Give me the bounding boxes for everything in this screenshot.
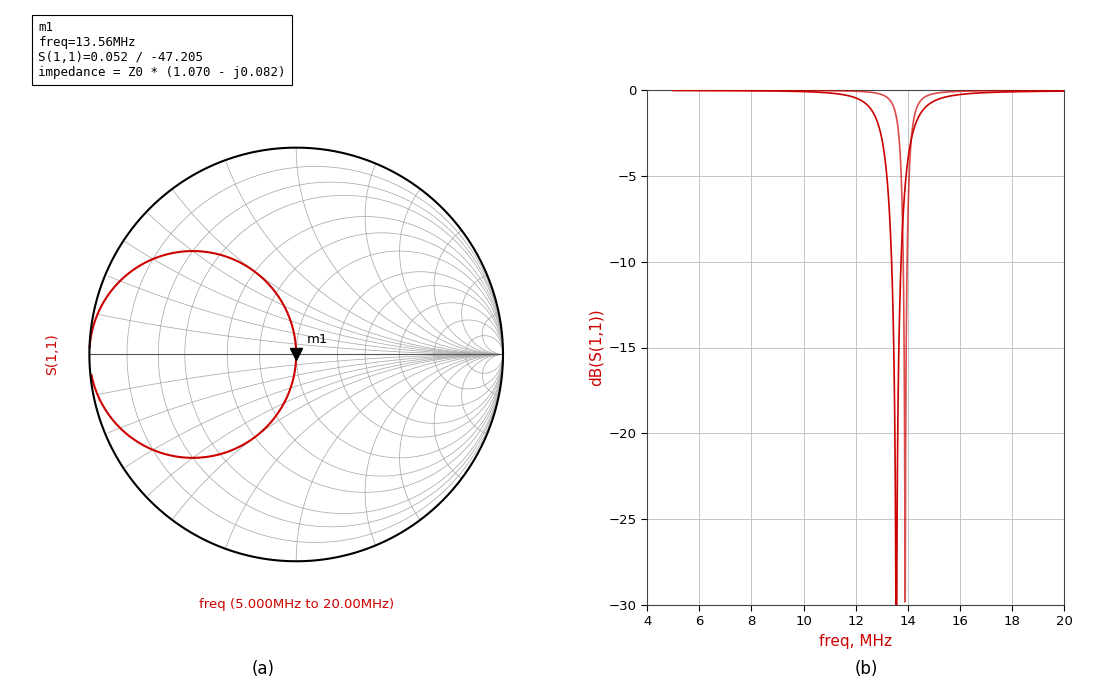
X-axis label: freq, MHz: freq, MHz [819,634,892,648]
Text: S(1,1): S(1,1) [45,334,59,375]
Y-axis label: dB(S(1,1)): dB(S(1,1)) [588,309,603,386]
Text: m1: m1 [306,334,328,346]
Text: (b): (b) [855,660,879,678]
Text: (a): (a) [252,660,274,678]
Text: freq (5.000MHz to 20.00MHz): freq (5.000MHz to 20.00MHz) [199,598,394,612]
Text: m1
freq=13.56MHz
S(1,1)=0.052 / -47.205
impedance = Z0 * (1.070 - j0.082): m1 freq=13.56MHz S(1,1)=0.052 / -47.205 … [38,21,286,79]
